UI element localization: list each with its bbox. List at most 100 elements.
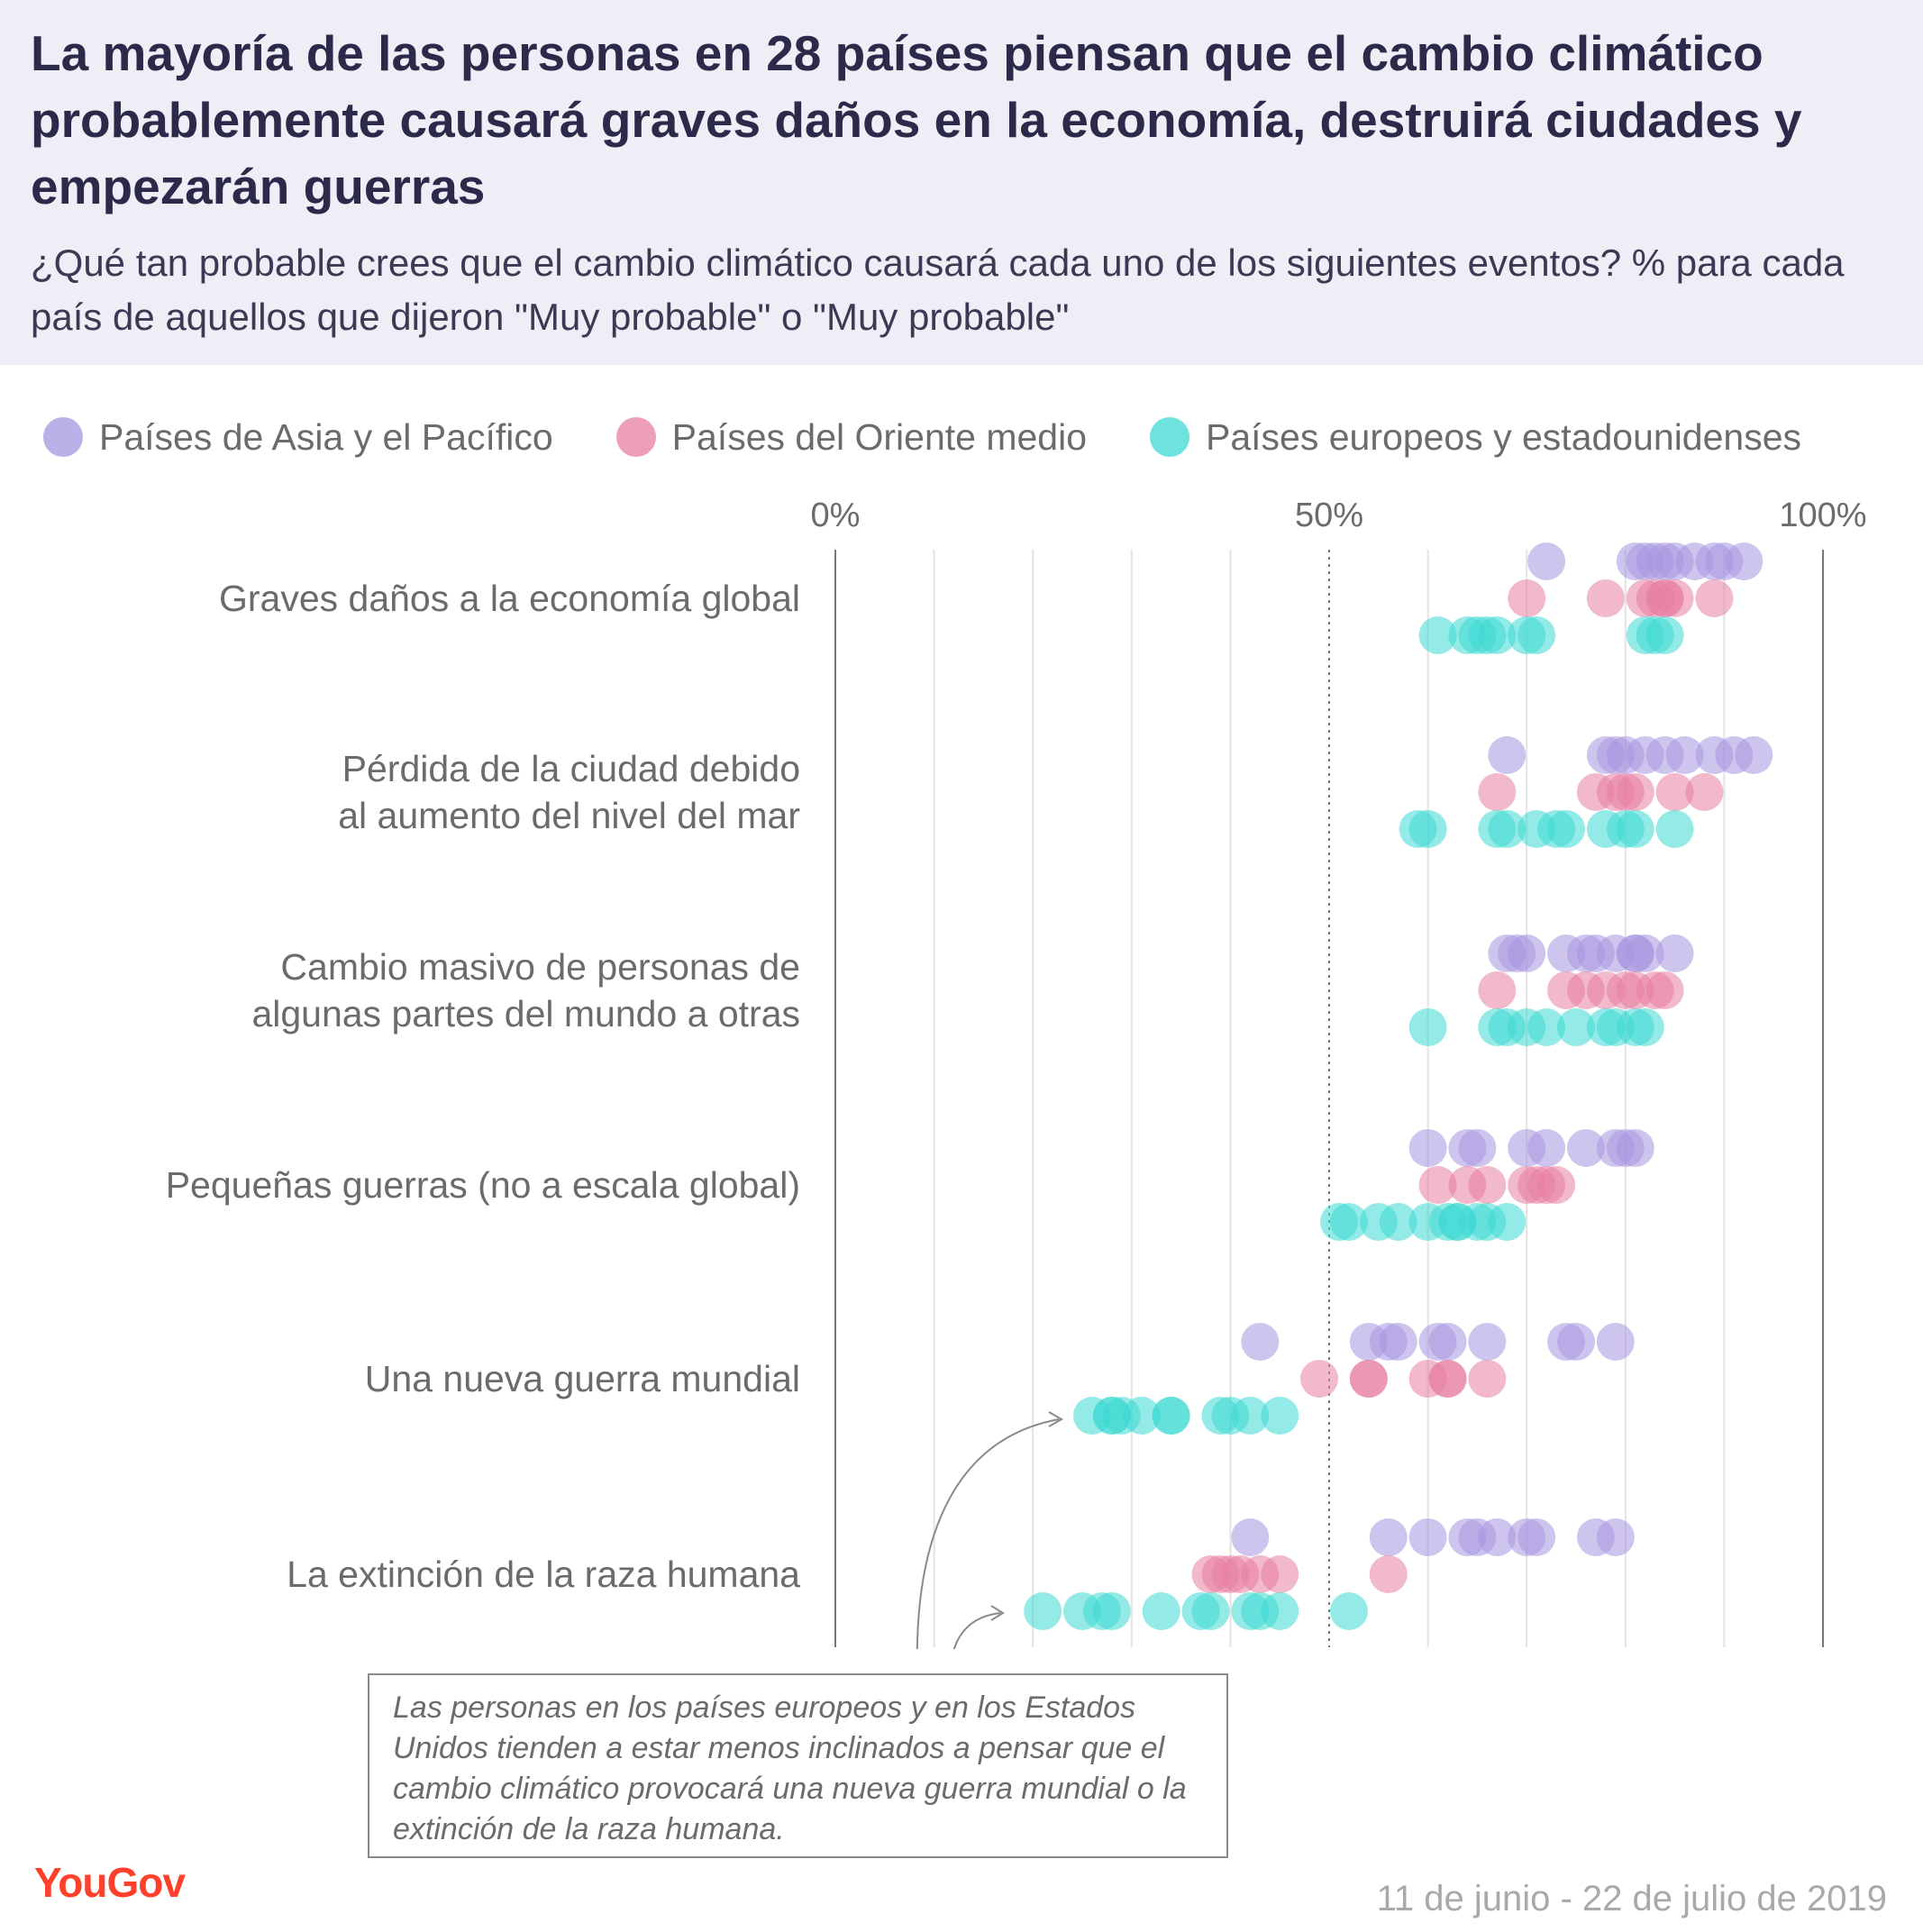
annotation-note: Las personas en los países europeos y en… xyxy=(368,1673,1228,1858)
category-label: Una nueva guerra mundial xyxy=(365,1358,800,1399)
dot-mideast xyxy=(1537,1166,1576,1204)
dot-mideast xyxy=(1695,579,1734,617)
chart-grid xyxy=(834,550,1824,1647)
dot-asia xyxy=(1508,934,1546,972)
dot-europe xyxy=(1024,1592,1062,1630)
dot-asia xyxy=(1655,934,1694,972)
dot-asia xyxy=(1241,1323,1280,1361)
chart-dots xyxy=(1024,542,1773,1630)
page-title: La mayoría de las personas en 28 países … xyxy=(31,25,1802,214)
dot-europe xyxy=(1261,1592,1299,1630)
dot-mideast xyxy=(1369,1555,1408,1593)
dot-europe xyxy=(1122,1397,1161,1435)
legend-item-mideast: Países del Oriente medio xyxy=(615,415,1088,459)
category-label: Pequeñas guerras (no a escala global) xyxy=(166,1164,800,1206)
dot-europe xyxy=(1329,1592,1368,1630)
dot-europe xyxy=(1616,810,1654,848)
dot-mideast xyxy=(1300,1360,1339,1398)
dot-mideast xyxy=(1616,773,1654,811)
dot-europe xyxy=(1379,1203,1417,1241)
dot-mideast xyxy=(1586,579,1625,617)
annotation-arrows xyxy=(916,1411,1064,1649)
dot-asia xyxy=(1408,1129,1447,1167)
legend-item-asia: Países de Asia y el Pacífico xyxy=(43,416,553,459)
dot-europe xyxy=(1329,1203,1368,1241)
dot-europe xyxy=(1231,1397,1270,1435)
dot-asia xyxy=(1735,736,1773,774)
x-axis-ticks: 0% 50% 100% xyxy=(811,497,1867,534)
dot-plot-chart: 0% 50% 100% Graves daños a la economía glo… xyxy=(166,497,1867,1649)
x-tick-label: 0% xyxy=(811,497,861,534)
dot-mideast xyxy=(1418,1166,1457,1204)
page-subtitle: ¿Qué tan probable crees que el cambio cl… xyxy=(31,242,1845,338)
dot-europe xyxy=(1488,1203,1527,1241)
dot-mideast xyxy=(1645,971,1684,1009)
dot-asia xyxy=(1408,1518,1447,1556)
dot-europe xyxy=(1408,1008,1447,1046)
dot-mideast xyxy=(1508,579,1546,617)
annotation-arrowhead-world-war xyxy=(1048,1411,1064,1427)
dot-asia xyxy=(1725,542,1764,580)
category-labels: Graves daños a la economía global Pérdida… xyxy=(166,578,800,1595)
dot-europe xyxy=(1557,1008,1595,1046)
category-label: Cambio masivo de personas de xyxy=(280,946,800,988)
dot-europe xyxy=(1142,1592,1180,1630)
annotation-arrow-world-war xyxy=(916,1418,1060,1649)
dot-europe xyxy=(1547,810,1586,848)
legend-label-europe: Países europeos y estadounidenses xyxy=(1206,415,1802,458)
dot-asia xyxy=(1616,1129,1654,1167)
dot-europe xyxy=(1092,1592,1131,1630)
dot-asia xyxy=(1596,1323,1635,1361)
dot-mideast xyxy=(1428,1360,1467,1398)
annotation-arrowhead-extinction xyxy=(990,1605,1005,1621)
legend-dot-asia xyxy=(43,417,83,457)
dot-asia xyxy=(1379,1323,1417,1361)
dot-asia xyxy=(1527,1129,1566,1167)
dot-europe xyxy=(1191,1592,1230,1630)
dot-asia xyxy=(1665,736,1704,774)
dot-asia xyxy=(1566,1129,1605,1167)
dot-asia xyxy=(1626,934,1664,972)
dot-europe xyxy=(1517,616,1556,654)
dot-mideast xyxy=(1261,1555,1299,1593)
dot-europe xyxy=(1408,810,1447,848)
dot-europe xyxy=(1626,1008,1664,1046)
dot-mideast xyxy=(1468,1360,1507,1398)
dot-mideast xyxy=(1478,773,1517,811)
dot-asia xyxy=(1517,1518,1556,1556)
header-band: La mayoría de las personas en 28 países … xyxy=(0,0,1923,365)
legend-label-mideast: Países del Oriente medio xyxy=(671,415,1088,458)
dot-mideast xyxy=(1349,1360,1388,1398)
legend-label-asia: Países de Asia y el Pacífico xyxy=(99,415,553,458)
dot-asia xyxy=(1596,1518,1635,1556)
dot-mideast xyxy=(1655,579,1694,617)
date-range: 11 de junio - 22 de julio de 2019 xyxy=(1376,1879,1887,1918)
dot-mideast xyxy=(1655,773,1694,811)
dot-asia xyxy=(1369,1518,1408,1556)
dot-asia xyxy=(1527,542,1566,580)
dot-europe xyxy=(1655,810,1694,848)
dot-asia xyxy=(1468,1323,1507,1361)
legend-dot-mideast xyxy=(615,417,656,457)
dot-mideast xyxy=(1468,1166,1507,1204)
dot-mideast xyxy=(1478,971,1517,1009)
chart-legend: Países de Asia y el Pacífico Países del … xyxy=(43,410,1801,464)
dot-asia xyxy=(1428,1323,1467,1361)
category-label: La extinción de la raza humana xyxy=(287,1554,800,1595)
category-label: al aumento del nivel del mar xyxy=(338,795,800,836)
category-label: Pérdida de la ciudad debido xyxy=(342,748,800,789)
dot-europe xyxy=(1488,810,1527,848)
category-label: Graves daños a la economía global xyxy=(219,578,800,619)
dot-europe xyxy=(1261,1397,1299,1435)
yougov-logo: YouGov xyxy=(34,1859,186,1906)
dot-asia xyxy=(1488,736,1527,774)
legend-item-europe: Países europeos y estadounidenses xyxy=(1150,416,1801,459)
dot-europe xyxy=(1478,616,1517,654)
dot-mideast xyxy=(1685,773,1724,811)
dot-asia xyxy=(1478,1518,1517,1556)
dot-asia xyxy=(1231,1518,1270,1556)
dot-europe xyxy=(1418,616,1457,654)
dot-europe xyxy=(1527,1008,1566,1046)
x-tick-label: 50% xyxy=(1295,497,1363,534)
dot-asia xyxy=(1458,1129,1497,1167)
